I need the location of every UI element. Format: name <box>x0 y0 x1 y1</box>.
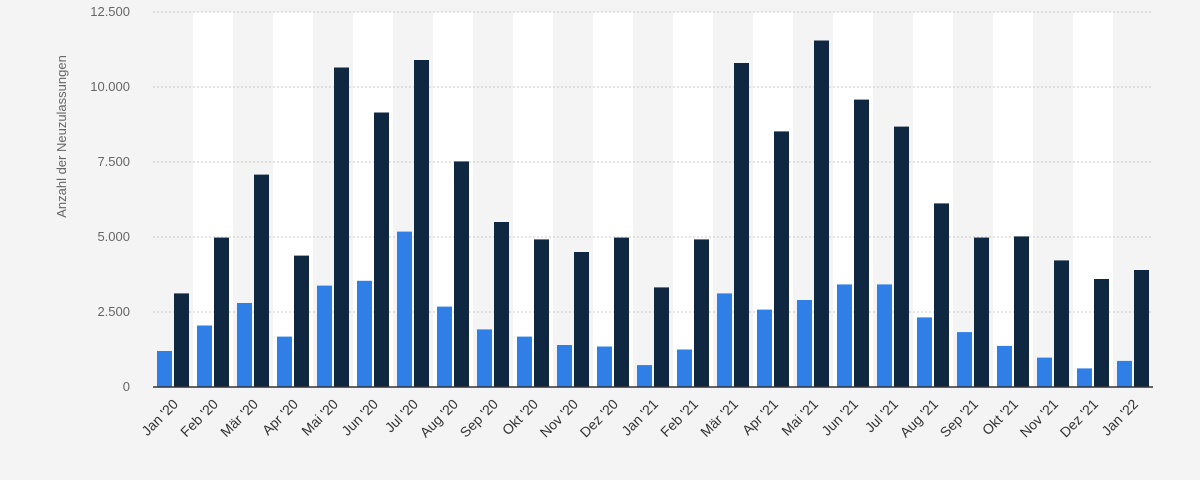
x-tick-label: Jan '20 <box>138 396 181 439</box>
bar-series-2[interactable] <box>654 287 669 387</box>
x-tick-label: Mär '20 <box>217 396 261 440</box>
bar-series-2[interactable] <box>414 60 429 387</box>
y-tick-label: 7.500 <box>97 154 130 169</box>
bar-series-1[interactable] <box>277 336 292 387</box>
bar-series-2[interactable] <box>974 237 989 387</box>
x-tick-label: Aug '21 <box>897 396 942 441</box>
bar-series-1[interactable] <box>917 317 932 387</box>
x-tick-label: Apr '21 <box>739 396 782 439</box>
bar-series-2[interactable] <box>374 112 389 388</box>
bar-series-2[interactable] <box>854 99 869 387</box>
x-tick-label: Feb '20 <box>177 396 221 440</box>
bar-series-2[interactable] <box>694 239 709 387</box>
x-tick-label: Okt '21 <box>979 396 1022 439</box>
y-axis-ticks: 0 2.500 5.000 7.500 10.000 12.500 <box>90 4 130 394</box>
bar-series-1[interactable] <box>477 329 492 387</box>
x-tick-label: Aug '20 <box>417 396 462 441</box>
bar-series-1[interactable] <box>797 300 812 387</box>
bar-series-1[interactable] <box>1077 368 1092 387</box>
bar-series-1[interactable] <box>757 309 772 387</box>
bar-series-2[interactable] <box>614 237 629 387</box>
bar-series-1[interactable] <box>357 280 372 387</box>
bar-series-1[interactable] <box>197 325 212 388</box>
bar-series-2[interactable] <box>774 131 789 387</box>
bar-series-1[interactable] <box>557 345 572 387</box>
x-tick-label: Nov '20 <box>537 396 582 441</box>
bar-series-1[interactable] <box>957 332 972 387</box>
x-tick-label: Jan '22 <box>1098 396 1141 439</box>
x-tick-label: Jan '21 <box>618 396 661 439</box>
y-axis-title: Anzahl der Neuzulassungen <box>54 55 69 218</box>
x-tick-label: Okt '20 <box>499 396 542 439</box>
x-tick-label: Mai '21 <box>778 396 821 439</box>
bar-series-2[interactable] <box>214 237 229 387</box>
bars <box>157 40 1149 388</box>
x-tick-label: Nov '21 <box>1017 396 1062 441</box>
x-tick-label: Jun '20 <box>338 396 381 439</box>
x-tick-label: Mai '20 <box>298 396 341 439</box>
bar-series-2[interactable] <box>1094 279 1109 387</box>
y-tick-label: 12.500 <box>90 4 130 19</box>
bar-series-1[interactable] <box>1117 360 1132 387</box>
bar-series-2[interactable] <box>334 67 349 388</box>
x-tick-label: Jun '21 <box>818 396 861 439</box>
x-tick-label: Jul '20 <box>382 396 422 436</box>
y-tick-label: 0 <box>123 379 130 394</box>
bar-series-2[interactable] <box>454 161 469 387</box>
x-tick-label: Sep '20 <box>457 396 502 441</box>
bar-series-2[interactable] <box>494 222 509 387</box>
bar-series-1[interactable] <box>237 303 252 387</box>
bar-series-1[interactable] <box>157 351 172 387</box>
x-tick-label: Mär '21 <box>697 396 741 440</box>
bar-series-1[interactable] <box>997 345 1012 387</box>
bar-series-2[interactable] <box>734 63 749 387</box>
bar-series-2[interactable] <box>894 126 909 387</box>
y-tick-label: 10.000 <box>90 79 130 94</box>
bar-series-1[interactable] <box>1037 357 1052 387</box>
bar-series-1[interactable] <box>637 365 652 387</box>
bar-series-1[interactable] <box>517 336 532 387</box>
bar-series-2[interactable] <box>534 239 549 387</box>
bar-series-1[interactable] <box>317 285 332 387</box>
y-tick-label: 2.500 <box>97 304 130 319</box>
x-tick-label: Apr '20 <box>259 396 302 439</box>
x-tick-label: Feb '21 <box>657 396 701 440</box>
bar-series-2[interactable] <box>1054 260 1069 387</box>
bar-series-1[interactable] <box>877 284 892 387</box>
bar-series-1[interactable] <box>677 349 692 388</box>
bar-series-1[interactable] <box>437 306 452 387</box>
x-tick-label: Jul '21 <box>862 396 902 436</box>
bar-series-2[interactable] <box>574 252 589 387</box>
x-tick-label: Dez '21 <box>1057 396 1102 441</box>
bar-series-2[interactable] <box>174 293 189 387</box>
bar-series-1[interactable] <box>597 346 612 388</box>
bar-series-2[interactable] <box>814 40 829 388</box>
bar-series-2[interactable] <box>294 255 309 387</box>
bar-series-2[interactable] <box>254 174 269 387</box>
bar-series-1[interactable] <box>397 231 412 387</box>
x-tick-label: Sep '21 <box>937 396 982 441</box>
bar-series-1[interactable] <box>717 293 732 387</box>
y-tick-label: 5.000 <box>97 229 130 244</box>
bar-series-1[interactable] <box>837 284 852 387</box>
bar-series-2[interactable] <box>1134 270 1149 387</box>
bar-series-2[interactable] <box>1014 236 1029 387</box>
x-tick-label: Dez '20 <box>577 396 622 441</box>
bar-series-2[interactable] <box>934 203 949 387</box>
